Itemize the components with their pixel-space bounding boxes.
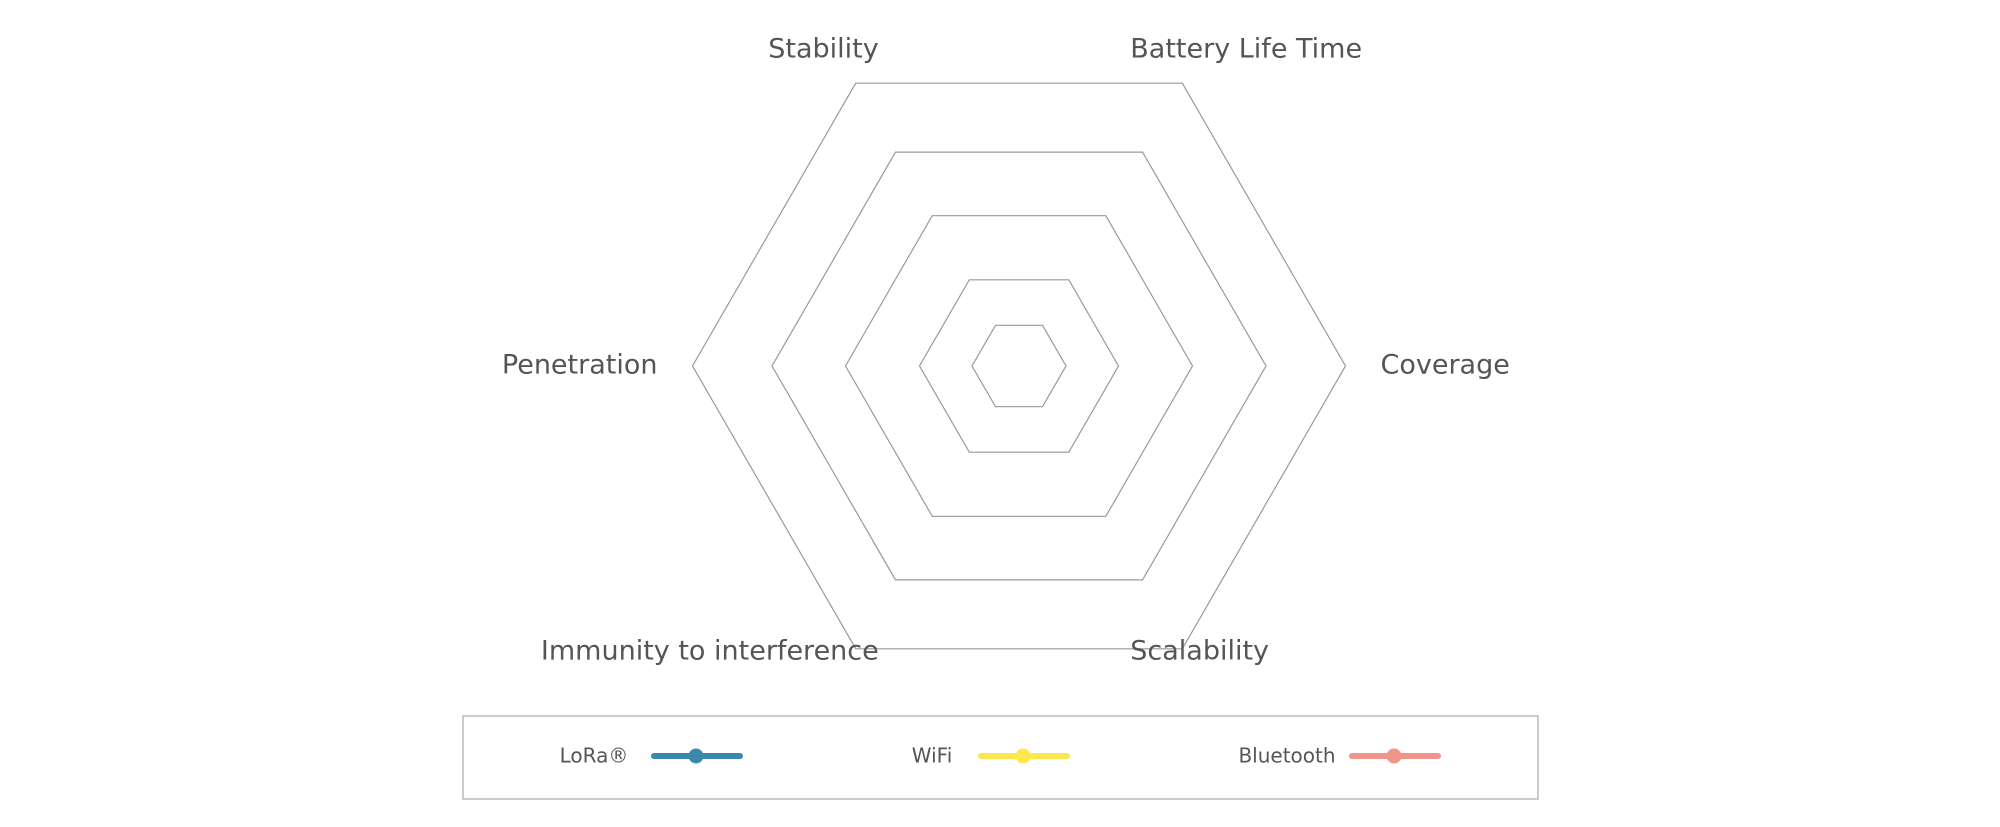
grid-ring <box>918 279 1120 453</box>
legend-marker <box>1386 748 1402 764</box>
legend-box <box>462 715 1539 800</box>
legend-label: Bluetooth <box>1238 744 1335 768</box>
grid-ring <box>691 82 1347 650</box>
grid-ring <box>771 151 1267 581</box>
legend-marker <box>1015 748 1031 764</box>
axis-label: Penetration <box>502 350 658 381</box>
axis-label: Stability <box>768 34 879 65</box>
grid-ring <box>844 215 1194 517</box>
legend-label: WiFi <box>912 744 953 768</box>
axis-label: Scalability <box>1130 635 1269 666</box>
grid-ring <box>971 324 1067 408</box>
axis-label: Immunity to interference <box>541 635 879 666</box>
legend-marker <box>688 748 704 764</box>
axis-label: Coverage <box>1381 350 1510 381</box>
legend-label: LoRa® <box>560 744 629 768</box>
axis-label: Battery Life Time <box>1130 34 1362 65</box>
